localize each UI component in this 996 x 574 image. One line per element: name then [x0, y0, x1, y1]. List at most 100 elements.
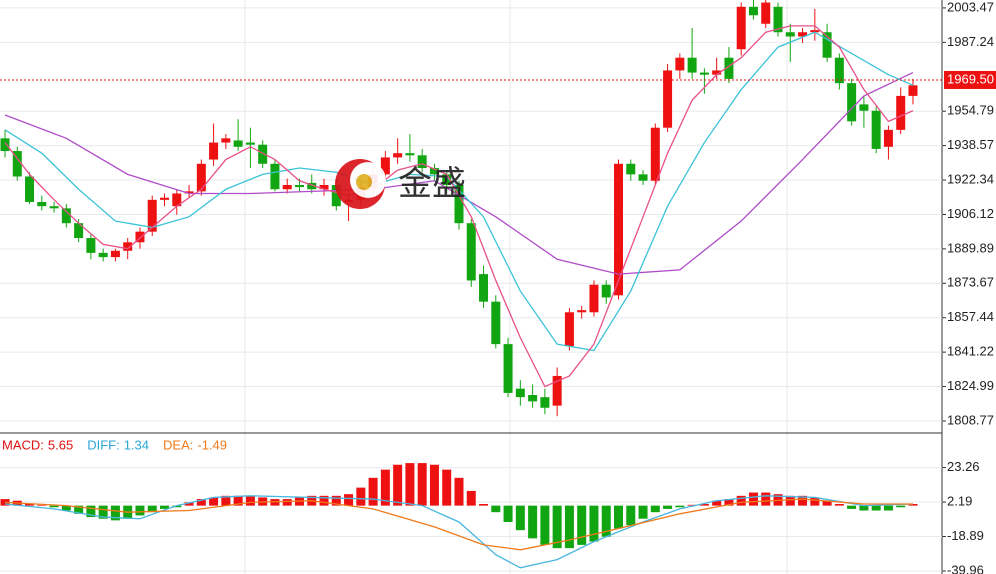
histogram-bar — [479, 503, 489, 506]
y-tick-label: 1873.67 — [947, 275, 994, 290]
candle-body — [429, 168, 439, 175]
y-tick-label: -39.96 — [947, 562, 984, 574]
candle-body — [491, 301, 501, 345]
candle-body — [49, 206, 59, 209]
indicator-line — [4, 31, 914, 352]
current-price-label: 1969.50 — [947, 71, 994, 86]
watermark: 金盛 — [335, 159, 466, 209]
y-tick-label: 1954.79 — [947, 103, 994, 118]
histogram-bar — [184, 502, 194, 506]
histogram-bar — [908, 503, 918, 506]
histogram-bar — [859, 505, 869, 511]
indicator-line — [4, 498, 913, 551]
candle-body — [540, 397, 550, 408]
histogram-bar — [331, 495, 341, 506]
y-tick-label: 2.19 — [947, 493, 972, 508]
histogram-bar — [528, 505, 538, 539]
histogram-bar — [589, 505, 599, 542]
candle-body — [466, 223, 476, 281]
candle-body — [761, 2, 771, 24]
candle-body — [614, 163, 623, 296]
histogram-bar — [871, 505, 881, 511]
candle-body — [638, 174, 648, 181]
histogram-bar — [172, 505, 182, 508]
y-tick-label: 1922.34 — [947, 171, 994, 186]
candle-body — [724, 57, 734, 79]
histogram-bar — [98, 505, 108, 519]
indicator-label: DEA: — [163, 437, 193, 452]
histogram-bar — [380, 469, 390, 506]
histogram-bar — [270, 499, 280, 506]
histogram-bar — [37, 504, 47, 506]
histogram-bar — [344, 494, 354, 506]
candle-body — [37, 201, 47, 207]
candle-body — [552, 375, 562, 406]
candle-body — [135, 231, 145, 243]
histogram-bar — [442, 469, 452, 506]
histogram-bar — [798, 495, 808, 506]
histogram-bar — [736, 495, 746, 506]
candle-body — [883, 129, 893, 147]
histogram-bar — [834, 503, 844, 506]
candle-body — [196, 163, 206, 192]
histogram-bar — [883, 505, 893, 511]
candle-body — [712, 70, 722, 75]
histogram-bar — [405, 463, 415, 506]
histogram-bar — [810, 497, 820, 506]
candle-body — [675, 57, 685, 71]
histogram-bar — [564, 505, 574, 549]
candle-body — [503, 344, 513, 393]
candle-body — [0, 138, 10, 152]
candle-body — [454, 184, 464, 224]
histogram-bar — [896, 505, 906, 508]
y-tick-label: 1808.77 — [947, 412, 994, 427]
logo-dot — [356, 174, 372, 190]
y-tick-label: 1824.99 — [947, 378, 994, 393]
histogram-bar — [319, 495, 329, 506]
y-tick-label: 1841.22 — [947, 344, 994, 359]
histogram-bar — [650, 505, 660, 513]
histogram-bar — [49, 505, 59, 508]
histogram-bar — [196, 499, 206, 506]
y-tick-label: 1987.24 — [947, 34, 994, 49]
candle-body — [847, 83, 857, 122]
candle-body — [393, 153, 403, 158]
histogram-bar — [466, 490, 476, 506]
indicator-label: MACD: — [2, 437, 44, 452]
candle-body — [785, 32, 795, 37]
histogram-bar — [822, 500, 832, 506]
candle-body — [442, 174, 452, 185]
y-tick-label: -18.89 — [947, 528, 984, 543]
histogram-bar — [515, 505, 525, 531]
candle-body — [380, 157, 390, 175]
y-tick-label: 1938.57 — [947, 137, 994, 152]
candle-body — [147, 199, 157, 232]
candle-body — [687, 57, 697, 73]
histogram-bar — [614, 505, 623, 529]
histogram-bar — [25, 503, 35, 506]
histogram-bar — [221, 495, 231, 506]
candle-body — [859, 104, 869, 111]
candle-body — [172, 193, 182, 207]
candle-body — [748, 6, 758, 16]
candle-body — [307, 182, 317, 190]
indicator-value: -1.49 — [197, 437, 227, 452]
candle-body — [331, 184, 341, 207]
histogram-bar — [577, 505, 587, 545]
candle-body — [515, 388, 525, 398]
candle-body — [650, 127, 660, 181]
histogram-bar — [135, 505, 145, 516]
candle-body — [160, 197, 170, 200]
indicator-line — [4, 71, 914, 275]
candle-body — [282, 184, 292, 190]
y-tick-label: 2003.47 — [947, 0, 994, 14]
candle-body — [74, 223, 84, 239]
histogram-bar — [761, 492, 771, 506]
candle-body — [233, 140, 243, 147]
histogram-bar — [503, 505, 513, 522]
histogram-bar — [429, 464, 439, 506]
candle-body — [810, 30, 820, 33]
y-tick-label: 1906.12 — [947, 206, 994, 221]
histogram-bar — [663, 505, 673, 509]
candle-body — [245, 142, 255, 145]
